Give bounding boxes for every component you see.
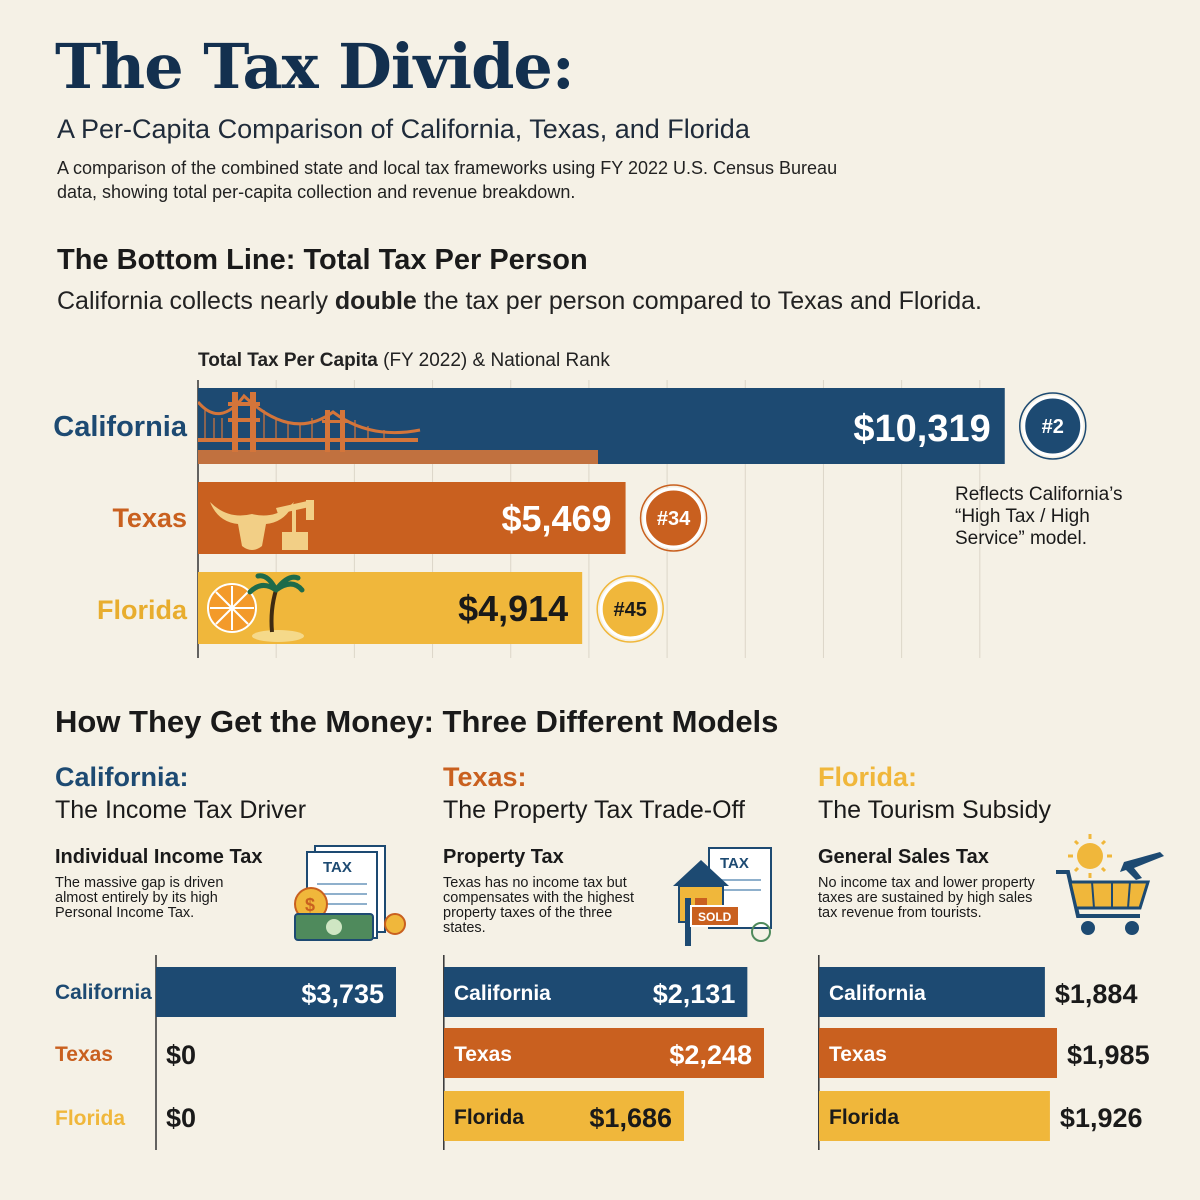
mini-value-california: $2,131: [653, 979, 736, 1009]
col-tx-taxname: Property Tax: [443, 846, 564, 868]
rank-badge-california: #2: [1019, 392, 1087, 460]
category-label-texas: Texas: [112, 503, 187, 533]
models-heading: How They Get the Money: Three Different …: [55, 704, 779, 739]
longhorn-oil-pump-icon: [210, 500, 314, 550]
bar-value-california: $10,319: [853, 408, 990, 450]
sold-sign-label: SOLD: [698, 910, 732, 924]
income-tax-chart: California Texas Florida $3,735 $0 $0: [55, 955, 396, 1150]
col-fl-taxname: General Sales Tax: [818, 846, 989, 868]
golden-gate-bridge-icon: [198, 392, 598, 464]
tax-document-money-icon: TAX $: [294, 845, 406, 941]
bottom-line-heading: The Bottom Line: Total Tax Per Person: [57, 244, 588, 276]
bottom-line-sub-post: the tax per person compared to Texas and…: [416, 287, 982, 315]
bottom-line-subheading: California collects nearly double the ta…: [57, 287, 982, 316]
rank-badge-texas: #34: [639, 484, 708, 552]
col-fl-desc: No income tax and lower property taxes a…: [818, 875, 1035, 921]
mini-bar-california: [156, 967, 396, 1017]
bottom-line-sub-pre: California collects nearly: [57, 287, 335, 315]
income-cat-california: California: [55, 981, 152, 1004]
mini-bar-california: [819, 967, 1045, 1017]
col-ca-desc: The massive gap is driven almost entirel…: [55, 875, 224, 921]
mini-cat-florida: Florida: [829, 1106, 899, 1129]
mini-bar-florida: [444, 1091, 684, 1141]
annotation-line-1: Reflects California’s: [955, 484, 1123, 505]
col-tx-desc: Texas has no income tax but compensates …: [443, 875, 635, 936]
axis-label-rest: (FY 2022) & National Rank: [377, 350, 610, 371]
shopping-cart-sun-plane-icon: [1056, 834, 1164, 935]
property-tax-chart: California $2,131 Texas $2,248 Florida $1,686: [443, 955, 764, 1150]
bottom-line-sub-bold: double: [334, 287, 417, 315]
mini-value-florida: $1,686: [589, 1103, 672, 1133]
col-ca-model: The Income Tax Driver: [55, 796, 307, 824]
page-description: A comparison of the combined state and l…: [57, 158, 838, 202]
col-tx-model: The Property Tax Trade-Off: [443, 796, 745, 824]
mini-value-texas: $2,248: [669, 1040, 752, 1070]
page-subtitle: A Per-Capita Comparison of California, T…: [57, 114, 750, 144]
rank-label-texas: #34: [657, 508, 691, 530]
mini-bar-texas: [819, 1028, 1057, 1078]
category-label-california: California: [53, 411, 188, 443]
rank-badge-florida: #45: [596, 575, 664, 643]
mini-value-texas: $1,985: [1067, 1040, 1150, 1070]
annotation-line-3: Service” model.: [955, 528, 1087, 549]
orange-palm-icon: [207, 573, 305, 642]
sales-tax-chart: California $1,884 Texas $1,985 Florida $1,926: [818, 955, 1150, 1150]
rank-label-florida: #45: [613, 599, 646, 621]
col-fl-state: Florida:: [818, 762, 917, 792]
mini-value-florida: $1,926: [1060, 1103, 1143, 1133]
mini-value-texas: $0: [166, 1040, 196, 1070]
house-tax-label: TAX: [720, 855, 749, 872]
mini-value-california: $3,735: [301, 979, 384, 1009]
col-ca-taxname: Individual Income Tax: [55, 846, 263, 868]
mini-cat-texas: Texas: [454, 1043, 512, 1066]
mini-value-florida: $0: [166, 1103, 196, 1133]
mini-cat-texas: Texas: [829, 1043, 887, 1066]
mini-bar-california: [444, 967, 748, 1017]
bar-value-florida: $4,914: [458, 588, 568, 629]
col-tx-state: Texas:: [443, 762, 527, 792]
mini-value-california: $1,884: [1055, 979, 1138, 1009]
income-cat-florida: Florida: [55, 1107, 125, 1130]
category-label-florida: Florida: [97, 595, 188, 625]
col-fl-model: The Tourism Subsidy: [818, 796, 1051, 824]
col-ca-state: California:: [55, 762, 189, 792]
mini-cat-california: California: [454, 982, 551, 1005]
main-chart-axis-label: Total Tax Per Capita (FY 2022) & Nationa…: [198, 350, 610, 372]
mini-bar-florida: [819, 1091, 1050, 1141]
annotation-line-2: “High Tax / High: [955, 506, 1090, 527]
tax-doc-label: TAX: [323, 859, 352, 876]
page-title: The Tax Divide:: [55, 30, 575, 103]
axis-label-bold: Total Tax Per Capita: [198, 350, 378, 371]
house-sold-tax-icon: TAX SOLD: [673, 847, 772, 946]
mini-cat-california: California: [829, 982, 926, 1005]
rank-label-california: #2: [1042, 416, 1064, 438]
income-cat-texas: Texas: [55, 1043, 113, 1066]
mini-bar-texas: [444, 1028, 764, 1078]
mini-cat-florida: Florida: [454, 1106, 524, 1129]
svg-text:$: $: [305, 895, 315, 915]
bar-value-texas: $5,469: [501, 498, 611, 539]
main-chart: California Texas Florida: [53, 380, 1123, 658]
